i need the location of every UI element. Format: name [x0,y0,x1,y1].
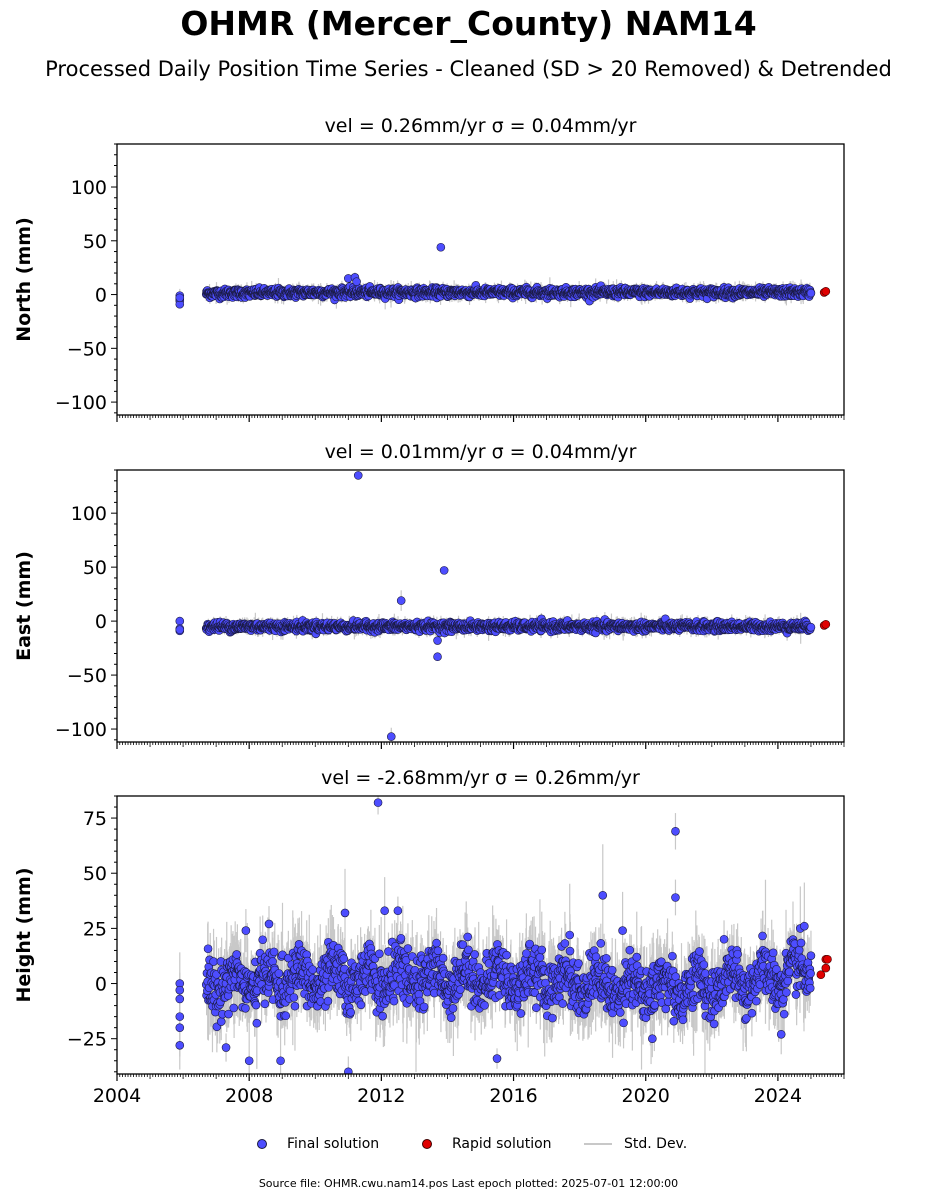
final-solution-points-north [175,242,816,309]
stddev-bars-east [179,473,812,742]
y-axis-label: North (mm) [13,217,35,342]
panel-title: vel = 0.26mm/yr σ = 0.04mm/yr [325,115,637,137]
plot-area-north [175,242,831,310]
y-tick-label: 0 [95,285,107,307]
plot-area-east [175,471,831,742]
axes-frame [116,143,845,416]
rapid-solution-point [821,287,831,296]
page-title: OHMR (Mercer_County) NAM14 [180,4,757,43]
final-solution-point [175,293,185,303]
page-subtitle: Processed Daily Position Time Series - C… [45,57,892,81]
y-tick-label: 100 [71,177,107,199]
final-solution-point [436,242,446,252]
final-solution-point [352,277,361,286]
rapid-solution-points-north [819,287,831,297]
panel-north: −100 −50 0 50 100 vel = 0.26mm/yr σ = 0.04mm/… [13,115,845,422]
y-tick-label: −50 [67,338,107,360]
y-tick-label: −100 [55,392,107,414]
final-solution-point [806,288,816,298]
time-series-chart: −100 −50 0 50 100 vel = 0.26mm/yr σ = 0.04mm/… [13,115,845,1107]
y-tick-label: 50 [83,231,107,253]
